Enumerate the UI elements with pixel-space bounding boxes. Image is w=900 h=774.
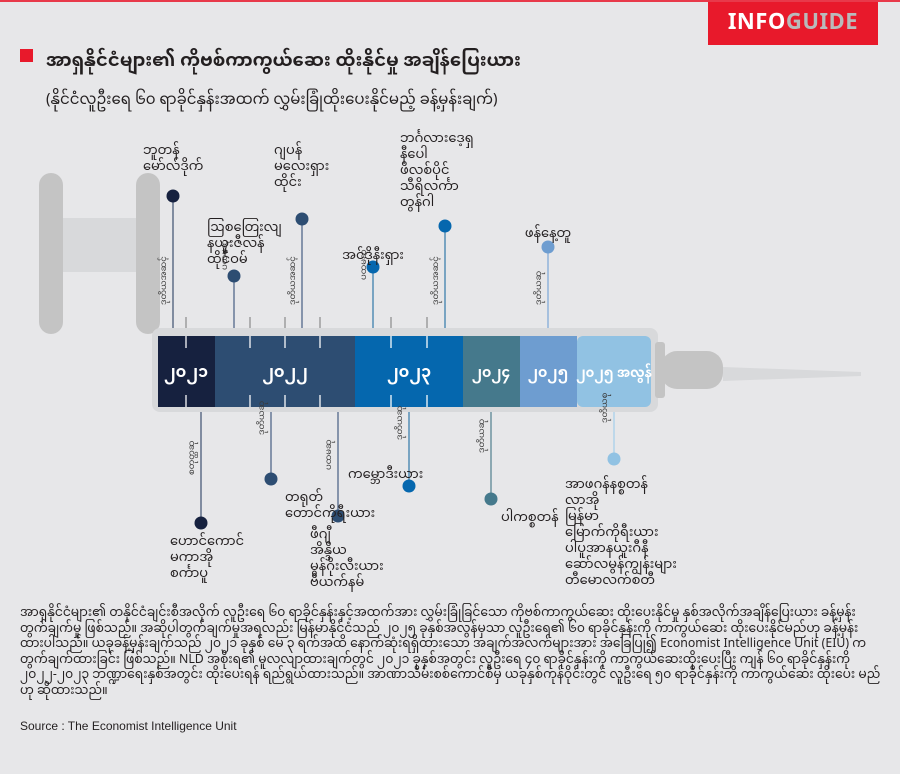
svg-text:ပထမဆု: ပထမဆု — [321, 439, 339, 470]
svg-text:ပါကစ္စတန်: ပါကစ္စတန် — [501, 505, 559, 533]
svg-text:ထိုင်း: ထိုင်း — [274, 170, 302, 198]
svg-text:ဒုတိယအဆင့်: ဒုတိယအဆင့် — [156, 256, 174, 305]
svg-text:ဒုတိယအဆင့်: ဒုတိယအဆင့် — [285, 256, 303, 305]
svg-text:ဒုတိယစု: ဒုတိယစု — [597, 392, 615, 423]
svg-text:ထိုင်ဝမ်: ထိုင်ဝမ် — [207, 247, 248, 275]
svg-text:စင်္ကာပူ: စင်္ကာပူ — [170, 561, 208, 589]
svg-text:ဒုတိယဆု: ဒုတိယဆု — [392, 405, 410, 440]
svg-text:၂၀၂၅ အလွန်: ၂၀၂၅ အလွန် — [576, 361, 652, 389]
svg-text:စတုတ္ထဆု: စတုတ္ထဆု — [184, 440, 202, 475]
svg-text:၂၀၂၅: ၂၀၂၅ — [528, 359, 568, 390]
svg-text:မော်လ်ဒိုက်: မော်လ်ဒိုက် — [143, 154, 203, 182]
svg-text:ကမ္ဘောဒီးယား: ကမ္ဘောဒီးယား — [348, 462, 423, 490]
svg-text:ဒုတိယဆု: ဒုတိယဆု — [531, 270, 549, 305]
svg-text:ဒုတိယဆု: ဒုတိယဆု — [254, 400, 272, 435]
svg-text:တီမောလက်စတီ: တီမောလက်စတီ — [565, 568, 655, 596]
svg-text:၂၀၂၂: ၂၀၂၂ — [262, 356, 308, 391]
svg-text:ဒုတိယအဆင့်: ဒုတိယအဆင့် — [428, 256, 446, 305]
svg-text:၂၀၂၄: ၂၀၂၄ — [472, 359, 511, 390]
svg-text:၂၀၂၃: ၂၀၂၃ — [387, 356, 431, 391]
svg-text:တွန်ဂါ: တွန်ဂါ — [400, 190, 434, 218]
svg-text:ဒုတိယဆု: ဒုတိယဆု — [474, 418, 492, 453]
svg-text:၂၀၂၁: ၂၀၂၁ — [164, 356, 208, 391]
svg-text:ဗီယက်နမ်: ဗီယက်နမ် — [310, 570, 364, 598]
svg-text:အင်ဒိုနီးရှား: အင်ဒိုနီးရှား — [342, 243, 404, 271]
svg-text:ဖန်နေ့တူ: ဖန်နေ့တူ — [525, 221, 571, 249]
